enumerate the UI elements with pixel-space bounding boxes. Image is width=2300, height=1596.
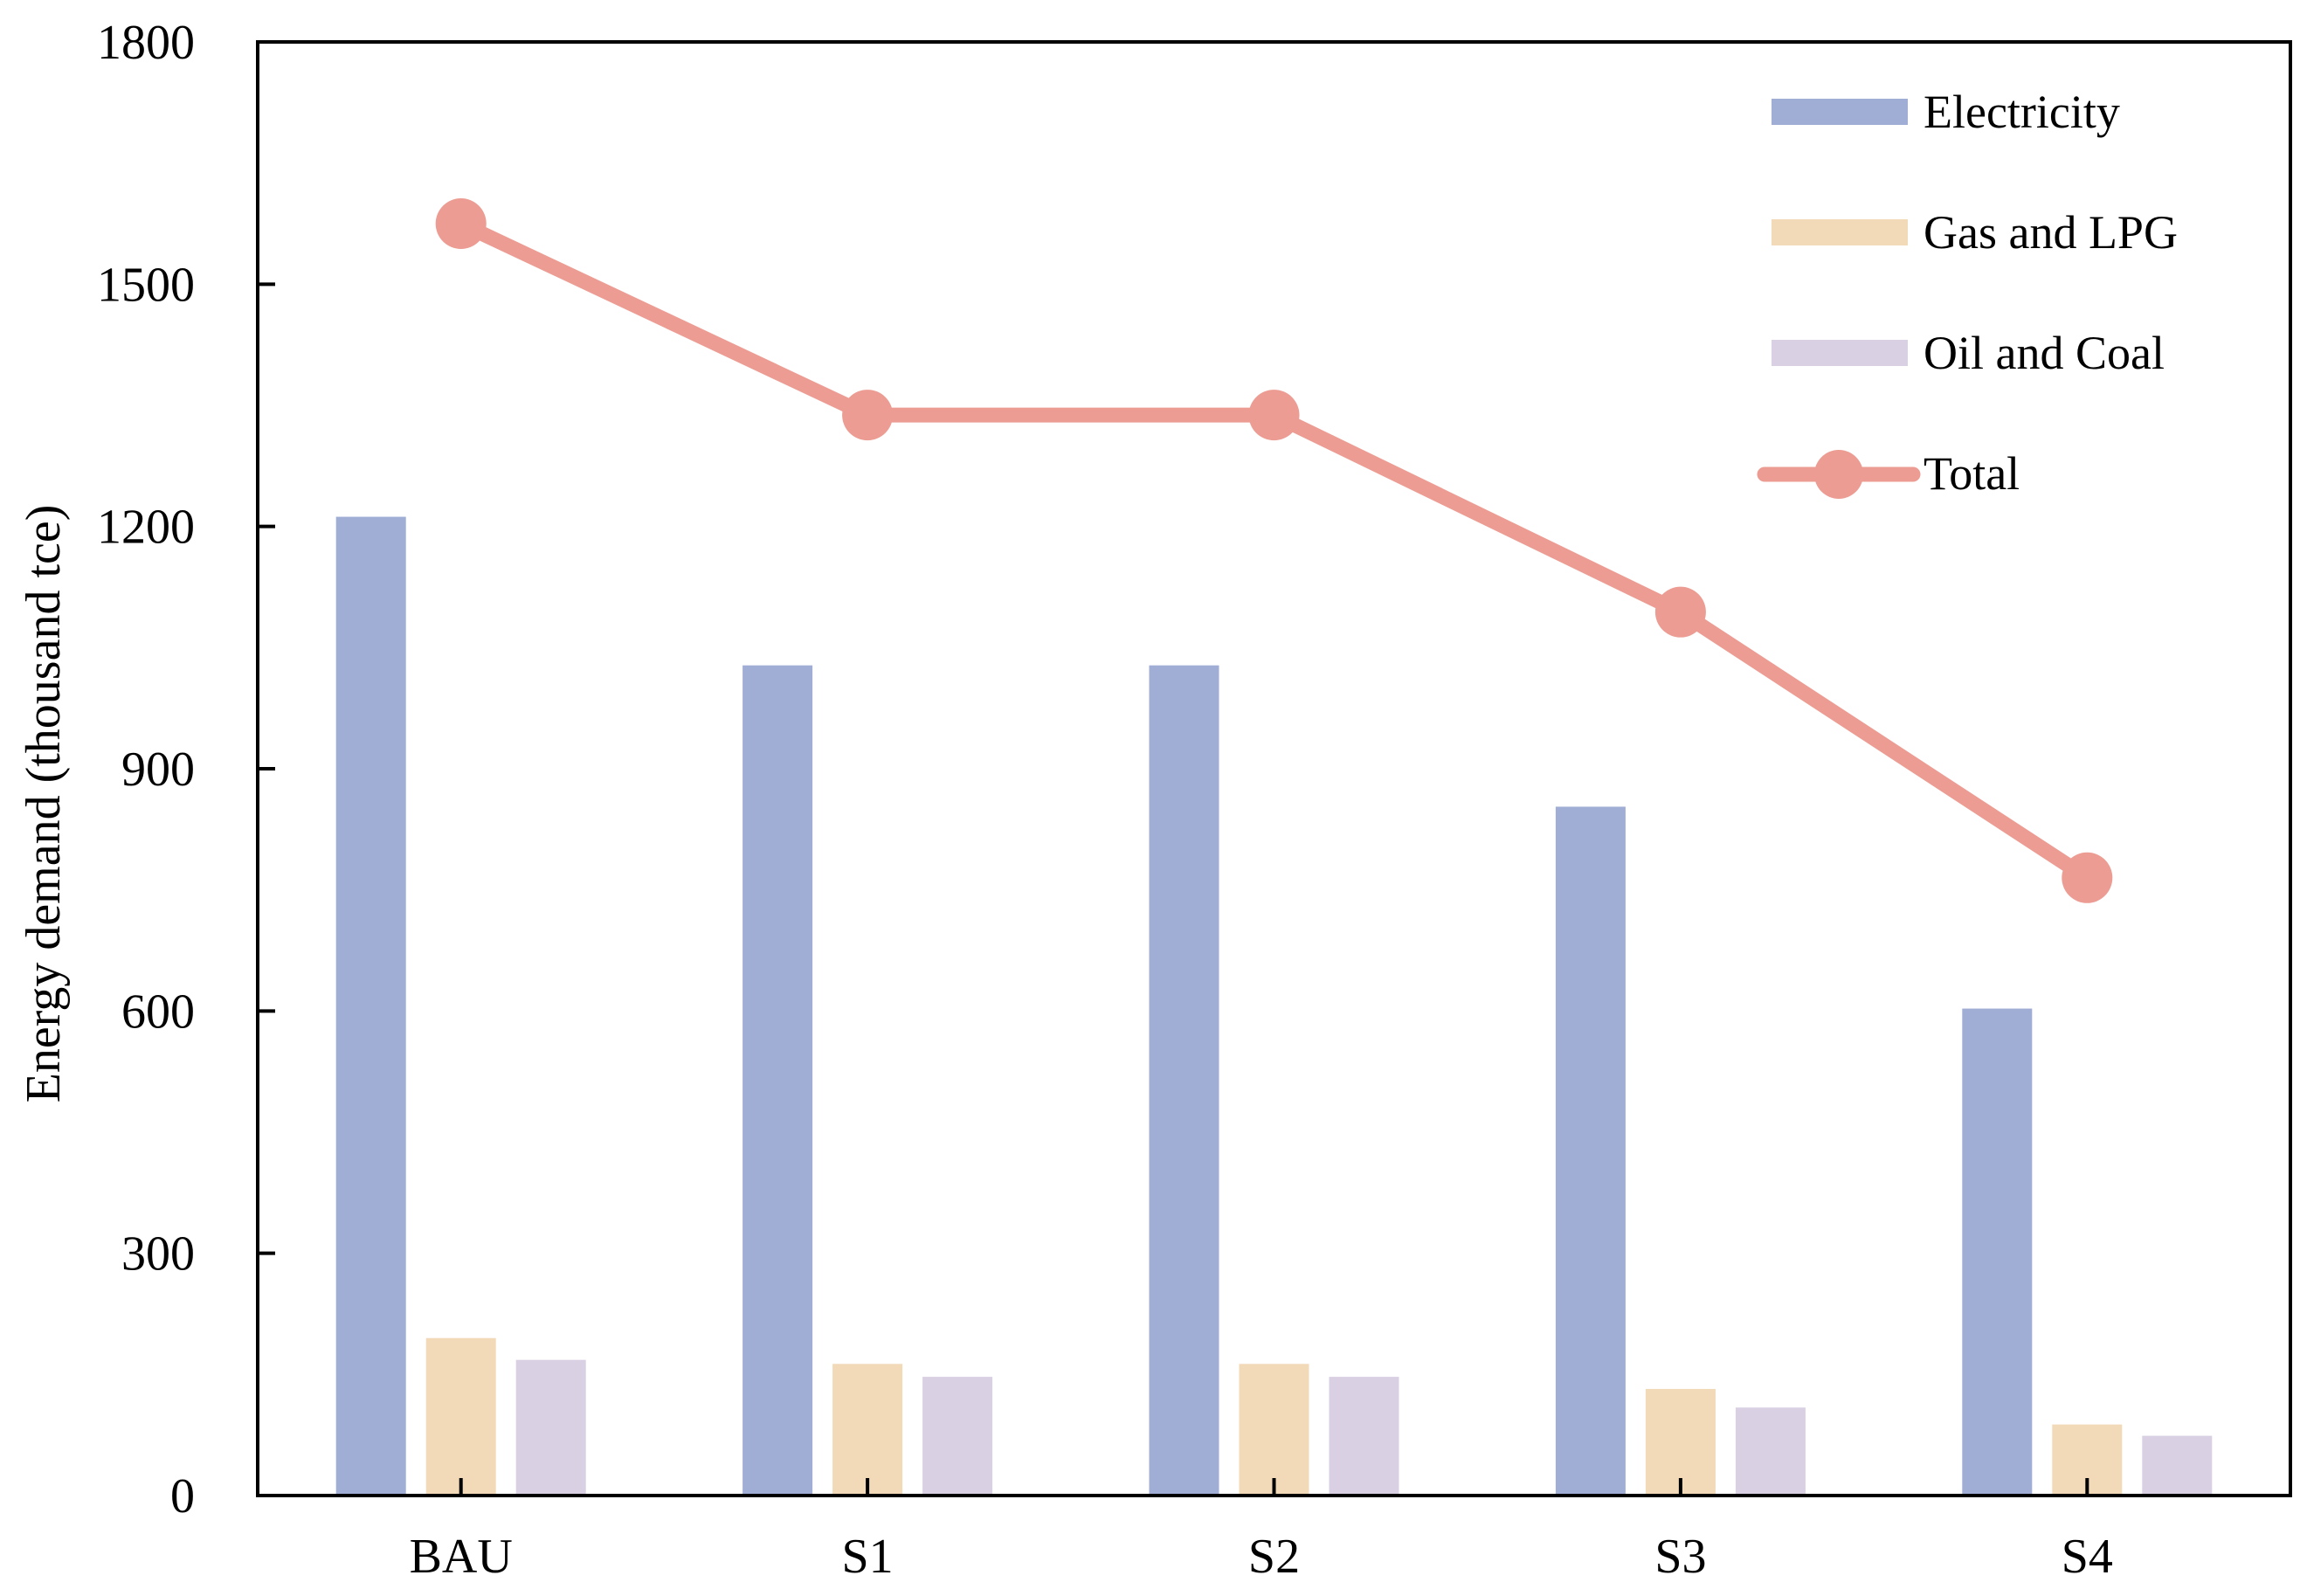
legend: Electricity Gas and LPG Oil and Coal Total <box>1757 86 2178 500</box>
total-point-s4 <box>2062 852 2113 903</box>
y-tick-label-1500: 1500 <box>97 258 195 312</box>
y-tick-label-1200: 1200 <box>97 501 195 555</box>
y-tick-label-300: 300 <box>121 1227 195 1282</box>
y-tick-label-0: 0 <box>170 1469 195 1523</box>
y-tick-label-1800: 1800 <box>97 16 195 70</box>
bar-gas-and-lpg-s3 <box>1645 1388 1716 1496</box>
x-tick-label-s3: S3 <box>1654 1530 1706 1584</box>
bar-electricity-s4 <box>1962 1008 2033 1496</box>
total-point-s2 <box>1248 390 1300 441</box>
x-tick-label-bau: BAU <box>410 1530 513 1584</box>
y-tick-label-900: 900 <box>121 743 195 797</box>
total-point-s3 <box>1654 586 1706 638</box>
bar-electricity-bau <box>335 516 406 1496</box>
bar-electricity-s2 <box>1149 665 1219 1496</box>
bar-gas-and-lpg-bau <box>425 1337 496 1496</box>
axes-layer: 0 300 600 900 1200 1500 1800 BAU S1 S2 S3 S4 Energy … <box>17 16 2292 1584</box>
total-point-bau <box>435 198 487 249</box>
legend-marker-total <box>1814 450 1863 499</box>
total-line-layer <box>435 198 2113 903</box>
bar-oil-and-coal-s2 <box>1329 1377 1399 1496</box>
total-line <box>453 216 2095 886</box>
bar-oil-and-coal-bau <box>515 1359 586 1496</box>
x-tick-label-s2: S2 <box>1248 1530 1300 1584</box>
y-tick-label-600: 600 <box>121 985 195 1039</box>
y-axis-title: Energy demand (thousand tce) <box>17 505 71 1103</box>
bar-electricity-s1 <box>742 665 813 1496</box>
bar-oil-and-coal-s3 <box>1735 1407 1806 1496</box>
bar-gas-and-lpg-s2 <box>1239 1364 1309 1496</box>
bar-oil-and-coal-s4 <box>2142 1435 2213 1496</box>
legend-label-gas-and-lpg: Gas and LPG <box>1924 206 2178 259</box>
legend-label-oil-and-coal: Oil and Coal <box>1924 327 2165 379</box>
legend-label-total: Total <box>1924 447 2020 500</box>
legend-swatch-gas-and-lpg <box>1772 219 1908 245</box>
bars-layer <box>335 516 2213 1496</box>
legend-swatch-oil-and-coal <box>1772 340 1908 366</box>
bar-oil-and-coal-s1 <box>922 1377 993 1496</box>
x-tick-label-s1: S1 <box>842 1530 894 1584</box>
legend-swatch-electricity <box>1772 99 1908 125</box>
bar-gas-and-lpg-s1 <box>832 1364 903 1496</box>
legend-label-electricity: Electricity <box>1924 86 2120 138</box>
bar-electricity-s3 <box>1555 806 1626 1496</box>
total-point-s1 <box>842 390 894 441</box>
x-tick-label-s4: S4 <box>2062 1530 2113 1584</box>
